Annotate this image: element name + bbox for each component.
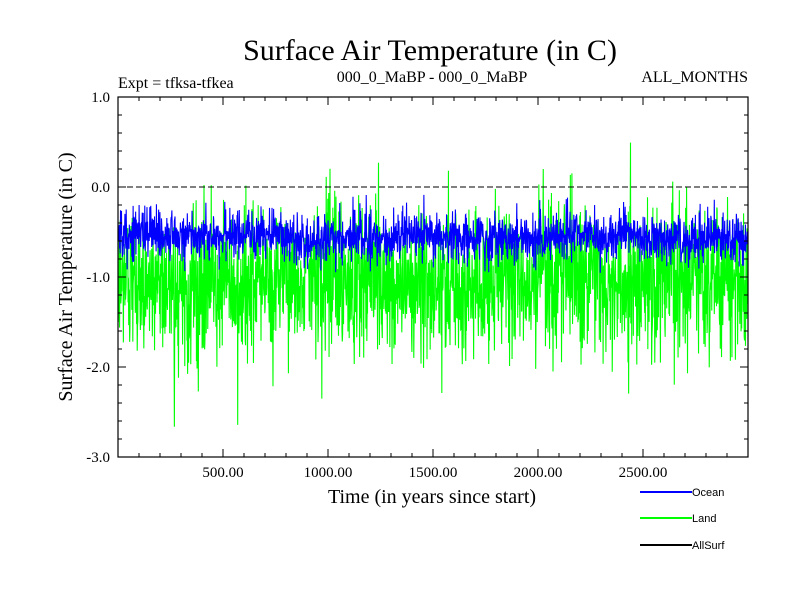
x-tick-label: 2000.00 (514, 465, 563, 481)
chart-subtitle-left: Expt = tfksa-tfkea (118, 75, 234, 92)
x-axis-tick-labels: 500.00 1000.00 1500.00 2000.00 2500.00 (202, 465, 667, 481)
x-tick-label: 500.00 (202, 465, 243, 481)
x-tick-label: 1000.00 (304, 465, 353, 481)
y-tick-label: -1.0 (86, 270, 110, 286)
x-tick-label: 2500.00 (619, 465, 668, 481)
y-tick-label: 1.0 (91, 90, 110, 106)
legend: Ocean Land AllSurf (640, 487, 725, 552)
y-tick-label: -2.0 (86, 360, 110, 376)
y-axis-tick-labels: 1.0 0.0 -1.0 -2.0 -3.0 (86, 90, 110, 466)
chart-subtitle-center: 000_0_MaBP - 000_0_MaBP (337, 69, 528, 86)
y-tick-label: -3.0 (86, 450, 110, 466)
y-tick-label: 0.0 (91, 180, 110, 196)
chart-subtitle-right: ALL_MONTHS (641, 69, 748, 86)
y-axis-label: Surface Air Temperature (in C) (55, 152, 77, 401)
x-tick-label: 1500.00 (409, 465, 458, 481)
series-land-line (118, 142, 748, 427)
chart-title: Surface Air Temperature (in C) (243, 34, 617, 67)
y-axis-ticks (118, 96, 748, 458)
legend-ocean-label: Ocean (692, 487, 724, 499)
x-axis-ticks (138, 97, 728, 457)
legend-land-label: Land (692, 513, 716, 525)
legend-allsurf-label: AllSurf (692, 540, 725, 552)
x-axis-label: Time (in years since start) (328, 486, 536, 508)
series-ocean-line (118, 194, 748, 273)
